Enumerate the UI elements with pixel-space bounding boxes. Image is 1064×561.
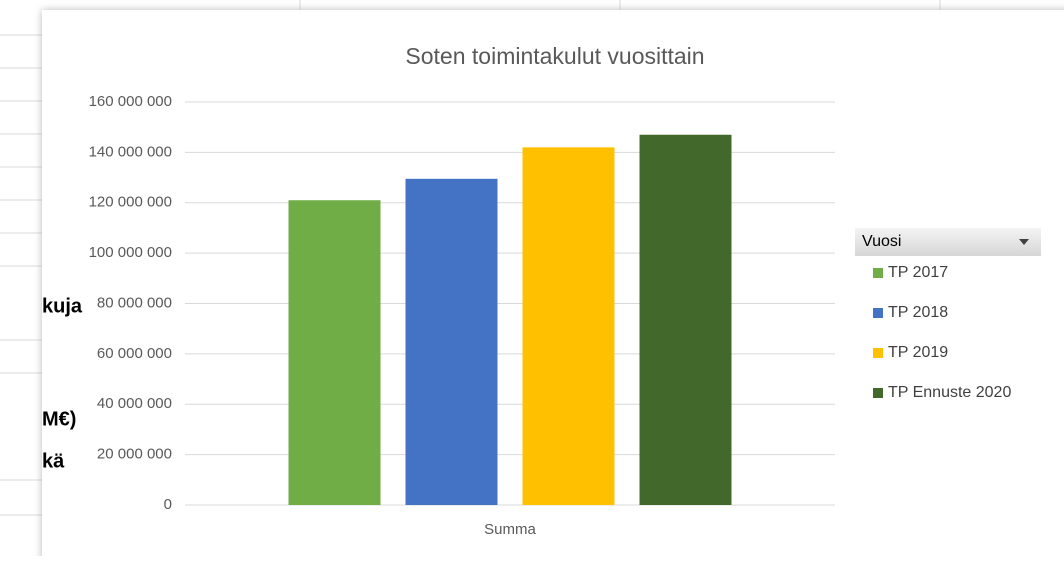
legend-title: Vuosi xyxy=(862,233,901,250)
legend-label: TP 2017 xyxy=(888,264,948,281)
legend-swatch xyxy=(873,308,883,318)
legend-header[interactable] xyxy=(855,228,1041,256)
y-tick-label: 120 000 000 xyxy=(89,194,172,211)
dropdown-arrow[interactable] xyxy=(1019,239,1029,245)
y-tick-label: 60 000 000 xyxy=(97,345,172,362)
sheet-text: kuja xyxy=(42,295,83,317)
chart-title: Soten toimintakulut vuosittain xyxy=(405,43,704,69)
sheet-text: M€) xyxy=(42,408,76,430)
sheet-text: kä xyxy=(42,450,65,472)
legend-label: TP 2018 xyxy=(888,304,948,321)
legend-swatch xyxy=(873,268,883,278)
legend-label: TP Ennuste 2020 xyxy=(888,384,1011,401)
legend-swatch xyxy=(873,348,883,358)
y-tick-label: 160 000 000 xyxy=(89,93,172,110)
bar xyxy=(522,147,615,505)
y-tick-label: 140 000 000 xyxy=(89,143,172,160)
y-tick-label: 40 000 000 xyxy=(97,395,172,412)
legend-swatch xyxy=(873,388,883,398)
y-tick-label: 80 000 000 xyxy=(97,294,172,311)
sheet-grid xyxy=(0,0,941,516)
bar xyxy=(405,178,498,505)
bar xyxy=(639,134,732,505)
legend-label: TP 2019 xyxy=(888,344,948,361)
bar xyxy=(288,200,381,505)
y-tick-label: 0 xyxy=(164,496,172,513)
x-tick-label: Summa xyxy=(484,521,536,538)
y-tick-label: 20 000 000 xyxy=(97,446,172,463)
y-tick-label: 100 000 000 xyxy=(89,244,172,261)
